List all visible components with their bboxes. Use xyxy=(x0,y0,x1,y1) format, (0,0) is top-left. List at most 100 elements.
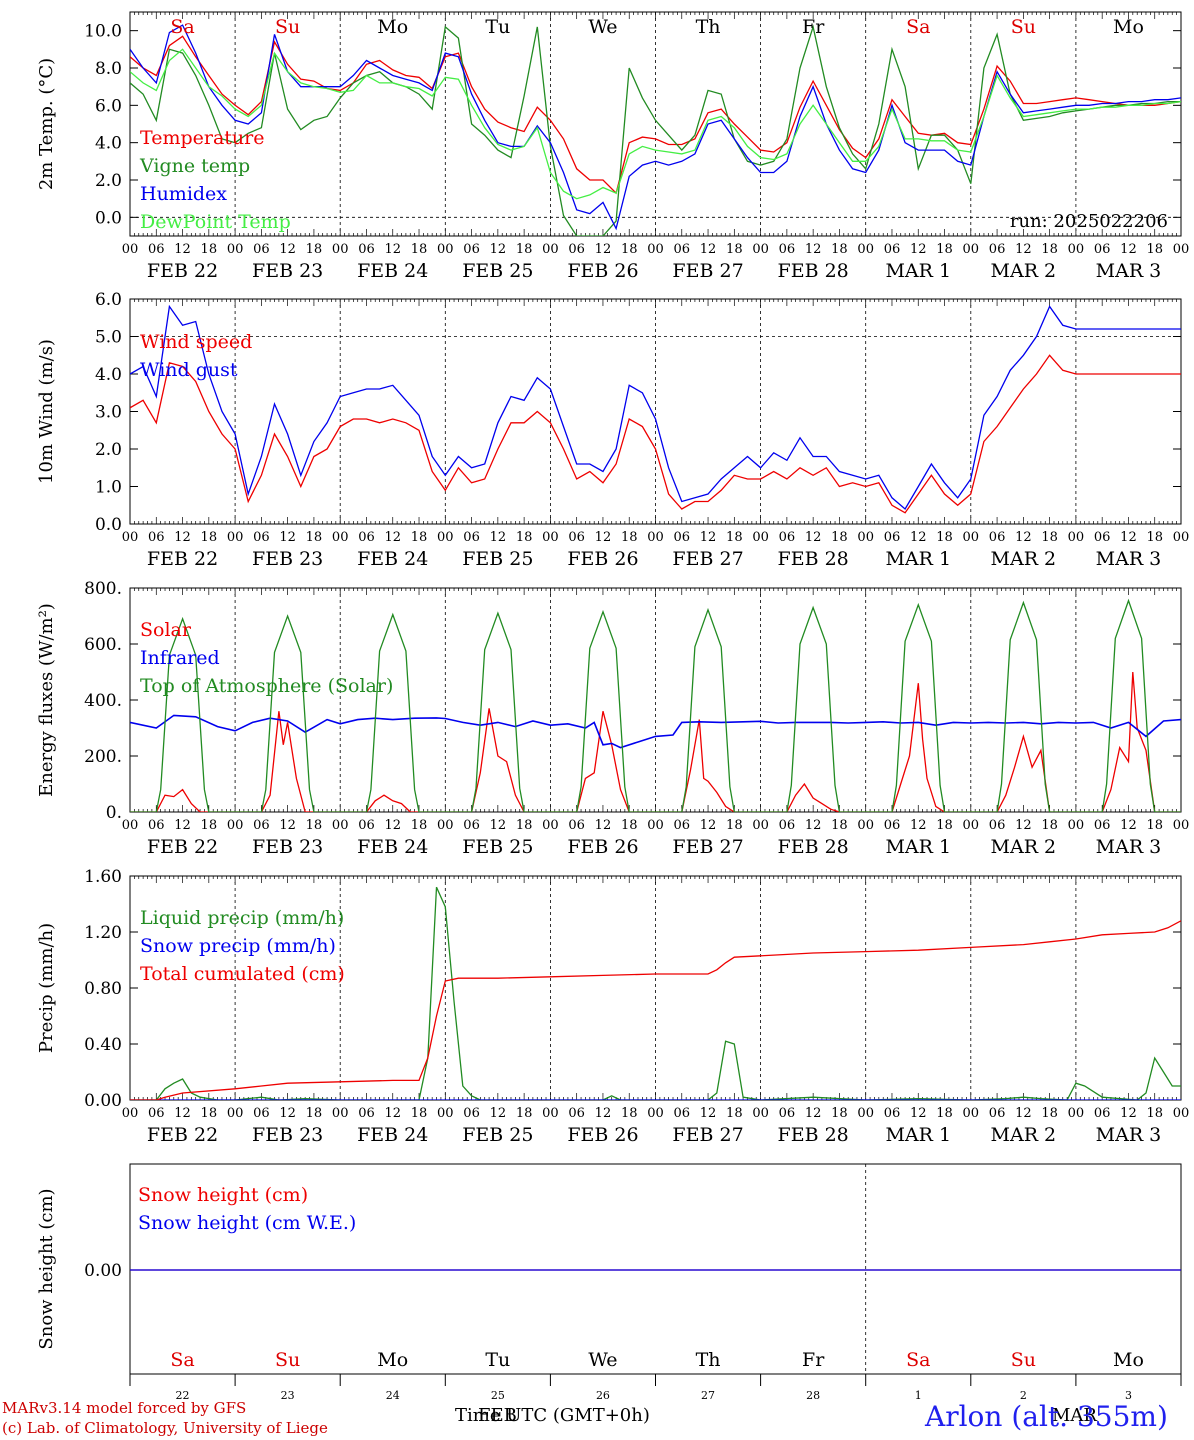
y-tick-label: 10.0 xyxy=(84,22,122,42)
day-number-label: 22 xyxy=(176,1389,190,1402)
hour-tick-label: 06 xyxy=(884,818,901,833)
hour-tick-label: 06 xyxy=(358,242,375,257)
hour-tick-label: 00 xyxy=(122,818,139,833)
legend-total-cumulated-cm: Total cumulated (cm) xyxy=(140,963,345,985)
date-label: FEB 27 xyxy=(672,548,743,570)
hour-tick-label: 00 xyxy=(437,530,454,545)
y-tick-label: 1.0 xyxy=(95,478,122,498)
hour-tick-label: 12 xyxy=(384,242,401,257)
date-label: FEB 25 xyxy=(462,260,533,282)
temperature-panel xyxy=(129,11,1182,237)
hour-tick-label: 12 xyxy=(700,1106,717,1121)
hour-tick-label: 00 xyxy=(1173,530,1190,545)
date-label: FEB 25 xyxy=(462,1124,533,1146)
dewpoint-temp-line xyxy=(130,48,1181,200)
hour-tick-label: 06 xyxy=(568,242,585,257)
hour-tick-label: 00 xyxy=(963,530,980,545)
hour-tick-label: 12 xyxy=(595,530,612,545)
date-label: FEB 28 xyxy=(778,548,849,570)
legend-solar: Solar xyxy=(140,619,192,641)
y-tick-label: 5.0 xyxy=(95,328,122,348)
wind-frame xyxy=(129,298,1182,525)
hour-tick-label: 12 xyxy=(490,1106,507,1121)
hour-tick-label: 00 xyxy=(647,818,664,833)
legend-liquid-precip-mm-h: Liquid precip (mm/h) xyxy=(140,907,344,929)
date-label: FEB 22 xyxy=(147,1124,218,1146)
y-tick-label: 0.40 xyxy=(84,1035,122,1055)
day-number-label: 24 xyxy=(386,1389,400,1402)
hour-tick-label: 00 xyxy=(647,1106,664,1121)
day-number-label: 1 xyxy=(915,1389,922,1402)
solar-line xyxy=(130,671,1181,812)
hour-tick-label: 00 xyxy=(332,1106,349,1121)
hour-tick-label: 06 xyxy=(674,818,691,833)
hour-tick-label: 06 xyxy=(568,1106,585,1121)
y-tick-label: 6.0 xyxy=(95,96,122,116)
date-label: MAR 2 xyxy=(991,548,1057,570)
hour-tick-label: 06 xyxy=(148,1106,165,1121)
date-label: FEB 26 xyxy=(567,1124,638,1146)
hour-tick-label: 00 xyxy=(752,818,769,833)
vigne-temp-line xyxy=(130,24,1181,236)
hour-tick-label: 12 xyxy=(1015,818,1032,833)
month-label-feb: FEB xyxy=(478,1405,517,1426)
hour-tick-label: 18 xyxy=(831,1106,848,1121)
date-label: MAR 1 xyxy=(885,548,951,570)
hour-tick-label: 12 xyxy=(384,818,401,833)
y-axis-label: Precip (mm/h) xyxy=(36,923,57,1053)
hour-tick-label: 06 xyxy=(674,242,691,257)
hour-tick-label: 06 xyxy=(463,242,480,257)
y-axis-label: Energy fluxes (W/m²) xyxy=(36,603,57,797)
lab-credit: (c) Lab. of Climatology, University of L… xyxy=(2,1419,328,1437)
hour-tick-label: 06 xyxy=(674,1106,691,1121)
hour-tick-label: 06 xyxy=(358,530,375,545)
humidex-line xyxy=(130,24,1181,231)
hour-tick-label: 18 xyxy=(1041,242,1058,257)
hour-tick-label: 18 xyxy=(516,1106,533,1121)
weekday-label: Su xyxy=(275,1349,300,1371)
snow-panel xyxy=(129,1163,1182,1386)
wind-speed-line xyxy=(130,354,1181,514)
hour-tick-label: 18 xyxy=(201,1106,218,1121)
hour-tick-label: 06 xyxy=(463,818,480,833)
hour-tick-label: 18 xyxy=(1041,1106,1058,1121)
hour-tick-label: 06 xyxy=(463,1106,480,1121)
model-credit: MARv3.14 model forced by GFS xyxy=(2,1399,247,1417)
hour-tick-label: 00 xyxy=(332,242,349,257)
hour-tick-label: 06 xyxy=(253,242,270,257)
hour-tick-label: 18 xyxy=(936,530,953,545)
hour-tick-label: 06 xyxy=(884,1106,901,1121)
hour-tick-label: 00 xyxy=(227,1106,244,1121)
hour-tick-label: 06 xyxy=(674,530,691,545)
weekday-label: Th xyxy=(696,1349,721,1371)
date-label: FEB 23 xyxy=(252,1124,323,1146)
date-label: FEB 26 xyxy=(567,548,638,570)
hour-tick-label: 00 xyxy=(542,242,559,257)
y-tick-label: 600. xyxy=(84,635,122,655)
date-label: FEB 24 xyxy=(357,260,428,282)
hour-tick-label: 06 xyxy=(358,1106,375,1121)
hour-tick-label: 18 xyxy=(516,530,533,545)
date-label: MAR 3 xyxy=(1096,1124,1162,1146)
hour-tick-label: 00 xyxy=(752,1106,769,1121)
hour-tick-label: 12 xyxy=(700,530,717,545)
day-number-label: 27 xyxy=(701,1389,715,1402)
hour-tick-label: 00 xyxy=(437,1106,454,1121)
hour-tick-label: 18 xyxy=(936,818,953,833)
y-tick-label: 6.0 xyxy=(95,290,122,310)
hour-tick-label: 06 xyxy=(779,818,796,833)
hour-tick-label: 18 xyxy=(1041,818,1058,833)
hour-tick-label: 18 xyxy=(621,1106,638,1121)
hour-tick-label: 00 xyxy=(332,530,349,545)
hour-tick-label: 18 xyxy=(831,242,848,257)
date-label: FEB 26 xyxy=(567,260,638,282)
hour-tick-label: 12 xyxy=(595,1106,612,1121)
hour-tick-label: 06 xyxy=(989,1106,1006,1121)
date-label: MAR 2 xyxy=(991,1124,1057,1146)
hour-tick-label: 18 xyxy=(411,530,428,545)
hour-tick-label: 12 xyxy=(1015,242,1032,257)
hour-tick-label: 00 xyxy=(857,818,874,833)
liquid-precip-mm-h-line xyxy=(130,886,1181,1100)
hour-tick-label: 12 xyxy=(910,530,927,545)
date-label: FEB 28 xyxy=(778,1124,849,1146)
